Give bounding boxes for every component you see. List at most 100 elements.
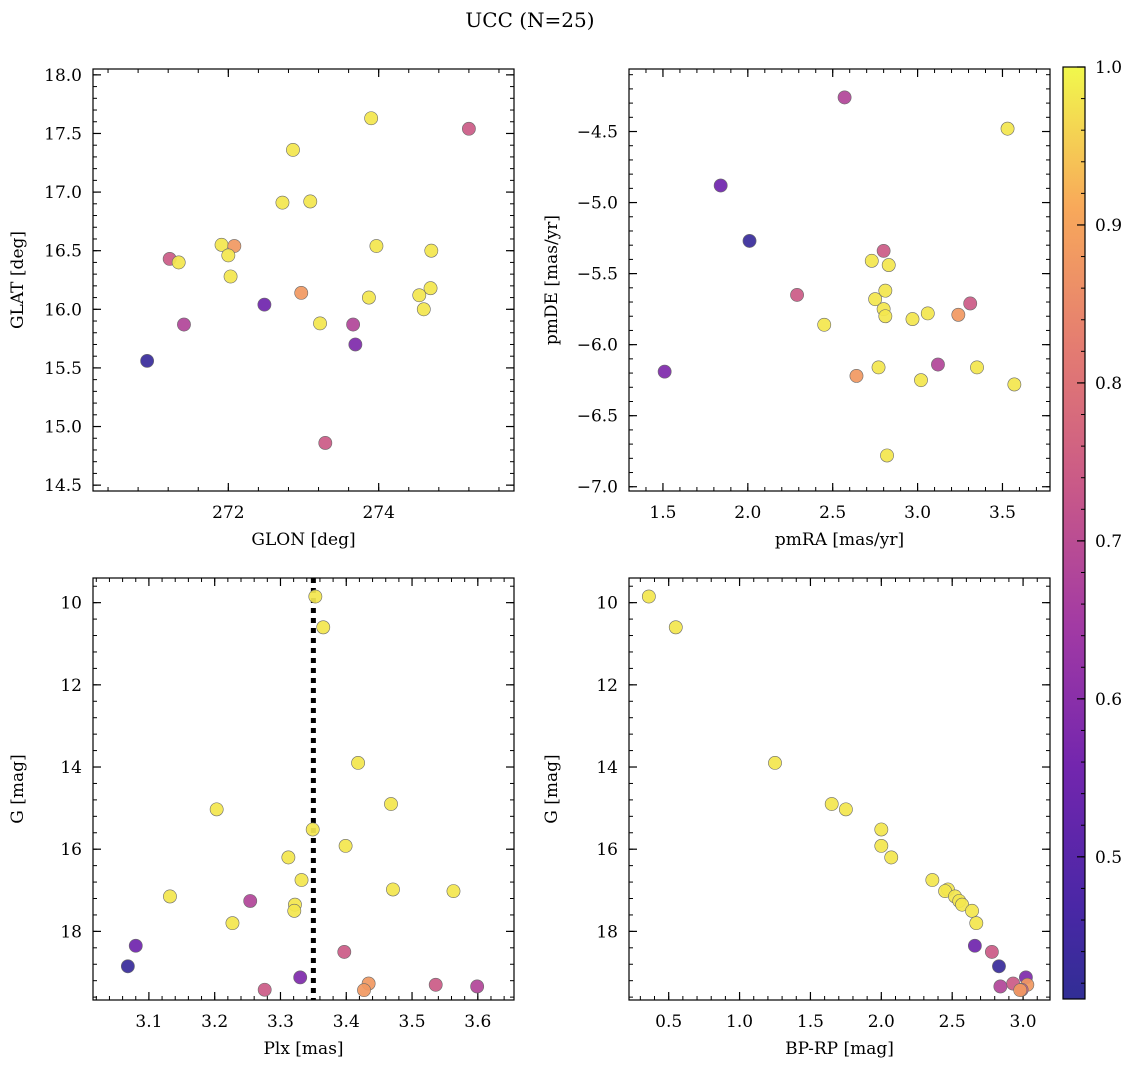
data-point: [838, 802, 853, 817]
data-point: [984, 945, 999, 959]
x-axis-label: pmRA [mas/yr]: [775, 530, 904, 550]
colorbar-tick-label: 1.0: [1095, 58, 1122, 78]
data-point: [338, 839, 353, 853]
data-point: [874, 839, 889, 853]
colorbar-tick-label: 0.6: [1095, 690, 1122, 710]
data-point: [790, 288, 804, 302]
data-point: [348, 337, 363, 352]
y-tick-label: 14: [60, 758, 82, 778]
data-point: [287, 903, 302, 918]
data-point: [1013, 983, 1028, 998]
x-tick-label: 3.2: [201, 1012, 228, 1032]
data-point: [424, 243, 439, 258]
y-tick-label: 18.0: [44, 66, 82, 86]
data-point: [955, 897, 970, 912]
x-tick-label: 2.5: [939, 1012, 966, 1032]
data-point: [128, 938, 143, 953]
y-tick-label: 17.5: [44, 124, 82, 144]
axes-frame: [92, 577, 515, 1001]
data-point: [303, 194, 318, 209]
data-point: [346, 317, 361, 332]
y-tick-label: 10: [596, 594, 618, 614]
data-point: [914, 373, 928, 388]
panel-top-left: 272 274 14.5 15.0 15.5 16.0 16.5 17.0 17.5 18.0 GL…: [8, 66, 515, 550]
data-point: [357, 983, 371, 998]
axes-frame: [92, 68, 515, 492]
x-axis-label: Plx [mas]: [263, 1039, 343, 1059]
y-tick-label: 15.0: [44, 418, 82, 438]
panel-bottom-left: 3.1 3.2 3.3 3.4 3.5 3.6 10 12 14 16 18 Plx [mas] G […: [8, 577, 515, 1059]
data-point: [416, 302, 431, 317]
x-tick-label: 3.1: [135, 1012, 162, 1032]
colorbar-gradient: [1062, 66, 1086, 1000]
data-point: [351, 756, 365, 770]
data-point: [951, 307, 966, 322]
data-point: [470, 979, 485, 994]
data-point: [281, 850, 296, 865]
x-tick-label: 3.5: [989, 503, 1016, 523]
data-point: [364, 111, 379, 126]
axes-frame: [628, 577, 1051, 1001]
data-point: [768, 756, 782, 770]
data-point: [316, 620, 331, 635]
colorbar-tick-label: 0.9: [1095, 216, 1122, 236]
data-point: [884, 850, 899, 865]
data-point: [428, 977, 443, 992]
data-point: [293, 970, 308, 985]
x-tick-label: 2.0: [868, 1012, 895, 1032]
data-point: [849, 369, 864, 383]
data-point: [824, 797, 839, 811]
y-tick-label: −4.5: [577, 123, 618, 143]
data-point: [967, 938, 982, 953]
colorbar-tick-label: 0.7: [1095, 532, 1122, 552]
data-point: [878, 309, 893, 324]
data-point: [871, 360, 886, 375]
data-point: [742, 234, 757, 248]
data-point: [257, 297, 272, 312]
y-tick-label: 18: [60, 922, 82, 942]
x-tick-label: 1.5: [797, 1012, 824, 1032]
panel-bottom-right: 0.5 1.0 1.5 2.0 2.5 3.0 10 12 14 16 18 BP-RP [mag] G…: [542, 577, 1051, 1059]
data-point: [308, 589, 323, 604]
y-tick-label: 16: [596, 840, 618, 860]
y-tick-label: −5.0: [577, 194, 618, 214]
data-point: [362, 290, 376, 305]
data-point: [713, 178, 728, 193]
x-axis-label: GLON [deg]: [251, 530, 355, 550]
data-point: [384, 797, 398, 811]
x-tick-label: 3.6: [464, 1012, 491, 1032]
x-tick-label: 3.4: [333, 1012, 360, 1032]
data-point: [905, 312, 920, 326]
x-tick-label: 272: [212, 503, 244, 523]
data-point: [920, 306, 935, 321]
y-tick-label: 16.5: [44, 242, 82, 262]
data-point: [992, 959, 1006, 974]
y-tick-label: −5.5: [577, 265, 618, 285]
data-point: [120, 959, 135, 974]
x-tick-label: 0.5: [655, 1012, 682, 1032]
data-point: [817, 317, 832, 332]
data-point: [925, 873, 940, 887]
axes-frame: [628, 68, 1051, 492]
data-point: [876, 243, 891, 258]
data-point: [657, 364, 672, 379]
data-point: [294, 873, 309, 887]
data-point: [369, 239, 384, 253]
data-point: [313, 316, 327, 331]
data-point: [171, 255, 186, 270]
data-point: [163, 889, 177, 904]
data-point: [969, 916, 984, 931]
y-tick-label: 16: [60, 840, 82, 860]
x-tick-label: 274: [362, 503, 394, 523]
y-tick-label: 16.0: [44, 300, 82, 320]
y-tick-label: 15.5: [44, 359, 82, 379]
colorbar: 0.5 0.6 0.7 0.8 0.9 1.0: [1062, 58, 1122, 1000]
x-tick-label: 2.0: [734, 503, 761, 523]
panels: 272 274 14.5 15.0 15.5 16.0 16.5 17.0 17.5 18.0 GL…: [8, 66, 1051, 1059]
data-point: [294, 285, 309, 300]
data-point: [209, 802, 224, 817]
y-tick-label: 18: [596, 922, 618, 942]
data-point: [1007, 377, 1022, 392]
data-point: [286, 142, 300, 157]
data-point: [275, 195, 290, 210]
